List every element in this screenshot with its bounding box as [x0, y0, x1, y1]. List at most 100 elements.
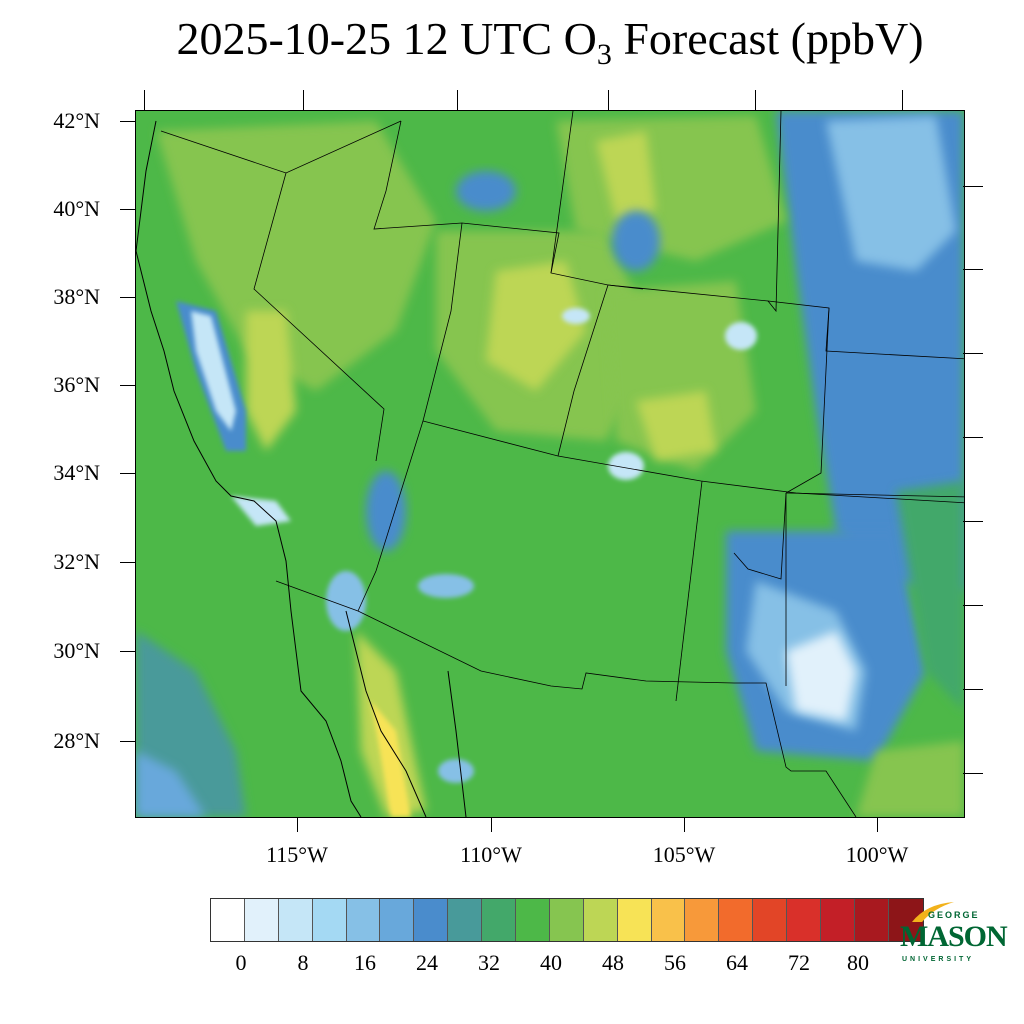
- lat-label-42: 42°N: [53, 108, 100, 133]
- colorbar-swatch: [278, 899, 313, 941]
- colorbar-label: 0: [235, 950, 247, 975]
- baja-yellow: [356, 631, 426, 817]
- colorbar-swatch: [346, 899, 381, 941]
- blue-patch: [608, 452, 644, 480]
- blue-patch: [326, 571, 366, 631]
- colorbar-label: 72: [788, 950, 810, 975]
- title-suffix: Forecast (ppbV): [611, 13, 924, 64]
- colorbar-label: 56: [664, 950, 686, 975]
- top-tick: [457, 90, 458, 110]
- lon-label-100w: 100°W: [845, 842, 909, 867]
- sierra-yellow: [246, 311, 296, 451]
- colorbar-swatch: [482, 899, 517, 941]
- colorbar: [210, 898, 924, 942]
- colorbar-swatch: [821, 899, 855, 941]
- lat-label-36: 36°N: [53, 372, 100, 397]
- colorbar-label: 8: [297, 950, 309, 975]
- lat-label-34: 34°N: [53, 460, 100, 485]
- colorbar-swatch: [516, 899, 550, 941]
- colorbar-swatch: [211, 899, 245, 941]
- top-tick: [303, 90, 304, 110]
- top-tick: [755, 90, 756, 110]
- lat-tick: [120, 562, 135, 563]
- swoosh-icon: [912, 902, 954, 922]
- colorbar-swatch: [583, 899, 618, 941]
- colorbar-swatch: [685, 899, 720, 941]
- colorbar-swatch: [448, 899, 483, 941]
- lat-tick: [120, 741, 135, 742]
- colorbar-label: 40: [540, 950, 562, 975]
- colorbar-swatch: [549, 899, 584, 941]
- colorbar-swatch: [719, 899, 754, 941]
- title-main: 2025-10-25 12 UTC O: [176, 13, 597, 64]
- blue-patch: [438, 759, 474, 783]
- colorbar-swatch: [414, 899, 449, 941]
- right-tick: [963, 186, 983, 187]
- colorbar-swatch: [617, 899, 652, 941]
- lat-tick: [120, 209, 135, 210]
- colorbar-swatch: [244, 899, 279, 941]
- lat-label-40: 40°N: [53, 196, 100, 221]
- right-tick: [963, 437, 983, 438]
- colorbar-swatch: [854, 899, 889, 941]
- colorbar-swatch: [753, 899, 788, 941]
- coastline: [136, 120, 467, 817]
- blue-patch: [562, 308, 590, 324]
- east-teal: [896, 481, 964, 711]
- lon-tick: [491, 817, 492, 832]
- colorbar-swatch: [380, 899, 415, 941]
- blue-patch: [456, 171, 516, 211]
- right-tick: [963, 353, 983, 354]
- lon-label-105w: 105°W: [652, 842, 716, 867]
- top-tick: [902, 90, 903, 110]
- east-lightblue: [826, 116, 956, 271]
- colorbar-swatch: [787, 899, 822, 941]
- lat-label-32: 32°N: [53, 549, 100, 574]
- right-tick: [963, 773, 983, 774]
- lon-tick: [297, 817, 298, 832]
- colorado-yellow: [636, 391, 716, 461]
- lat-label-28: 28°N: [53, 728, 100, 753]
- forecast-map: [135, 110, 965, 818]
- map-title: 2025-10-25 12 UTC O3 Forecast (ppbV): [0, 12, 1024, 71]
- title-subscript: 3: [596, 38, 612, 71]
- logo-line-mason: MASON: [900, 920, 1008, 953]
- blue-patch: [366, 471, 406, 551]
- lat-tick: [120, 651, 135, 652]
- right-tick: [963, 521, 983, 522]
- lat-label-38: 38°N: [53, 284, 100, 309]
- right-tick: [963, 605, 983, 606]
- colorbar-swatch: [312, 899, 347, 941]
- wyoming-yellow: [596, 131, 656, 221]
- logo-line-george: GEORGE: [928, 910, 980, 920]
- colorbar-label: 24: [416, 950, 438, 975]
- la-basin-pale: [231, 496, 291, 526]
- right-tick: [963, 689, 983, 690]
- lon-tick: [684, 817, 685, 832]
- political-boundaries: [160, 111, 964, 817]
- colorbar-label: 64: [726, 950, 748, 975]
- blue-patch: [418, 574, 474, 598]
- colorbar-label: 48: [602, 950, 624, 975]
- utah-yellow: [486, 261, 586, 391]
- top-tick: [144, 90, 145, 110]
- colorbar-swatch: [651, 899, 686, 941]
- blue-patch: [612, 211, 660, 271]
- lat-tick: [120, 473, 135, 474]
- colorbar-label: 32: [478, 950, 500, 975]
- logo-line-university: UNIVERSITY: [902, 956, 975, 963]
- university-logo: GEORGE MASON UNIVERSITY: [898, 898, 1008, 968]
- lon-tick: [877, 817, 878, 832]
- ocean-band: [136, 751, 206, 817]
- lat-tick: [120, 121, 135, 122]
- right-tick: [963, 269, 983, 270]
- colorbar-label: 80: [847, 950, 869, 975]
- great-basin-yg: [156, 121, 436, 391]
- lon-label-110w: 110°W: [460, 842, 522, 867]
- lat-tick: [120, 297, 135, 298]
- central-valley-pale: [191, 311, 236, 431]
- texas-pale: [786, 631, 856, 721]
- lon-label-115w: 115°W: [266, 842, 328, 867]
- se-green: [856, 741, 964, 817]
- blue-patch: [725, 322, 757, 350]
